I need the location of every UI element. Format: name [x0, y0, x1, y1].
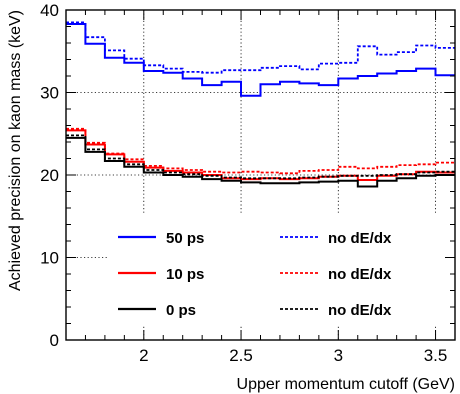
y-tick-label: 10 [40, 249, 59, 268]
y-tick-label: 40 [40, 1, 59, 20]
x-tick-label: 2.5 [229, 346, 253, 365]
y-tick-label: 30 [40, 84, 59, 103]
legend-label: 10 ps [166, 266, 204, 283]
series-10ps [66, 129, 455, 181]
x-tick-label: 3 [334, 346, 343, 365]
tick-layer [66, 10, 455, 340]
series-10ps-no-dedx [66, 127, 455, 175]
legend-label: 0 ps [166, 302, 196, 319]
x-tick-label: 3.5 [424, 346, 448, 365]
legend-label: no dE/dx [328, 230, 392, 247]
series-50ps [66, 23, 455, 97]
series-layer [66, 21, 455, 188]
x-axis-title: Upper momentum cutoff (GeV) [237, 376, 455, 393]
legend-label: 50 ps [166, 230, 204, 247]
series-0ps [66, 136, 455, 188]
legend-background [108, 214, 454, 326]
series-0ps-no-dedx [66, 134, 455, 180]
y-axis-title: Achieved precision on kaon mass (keV) [7, 10, 24, 291]
y-tick-label: 0 [50, 331, 59, 350]
legend-label: no dE/dx [328, 266, 392, 283]
x-tick-label: 2 [139, 346, 148, 365]
legend-label: no dE/dx [328, 302, 392, 319]
tick-labels: 2 2.5 3 3.5 0 10 20 30 40 [40, 1, 447, 365]
series-50ps-no-dedx [66, 21, 455, 74]
legend: 50 ps no dE/dx 10 ps no dE/dx 0 ps no dE/dx [108, 214, 454, 326]
y-tick-label: 20 [40, 166, 59, 185]
